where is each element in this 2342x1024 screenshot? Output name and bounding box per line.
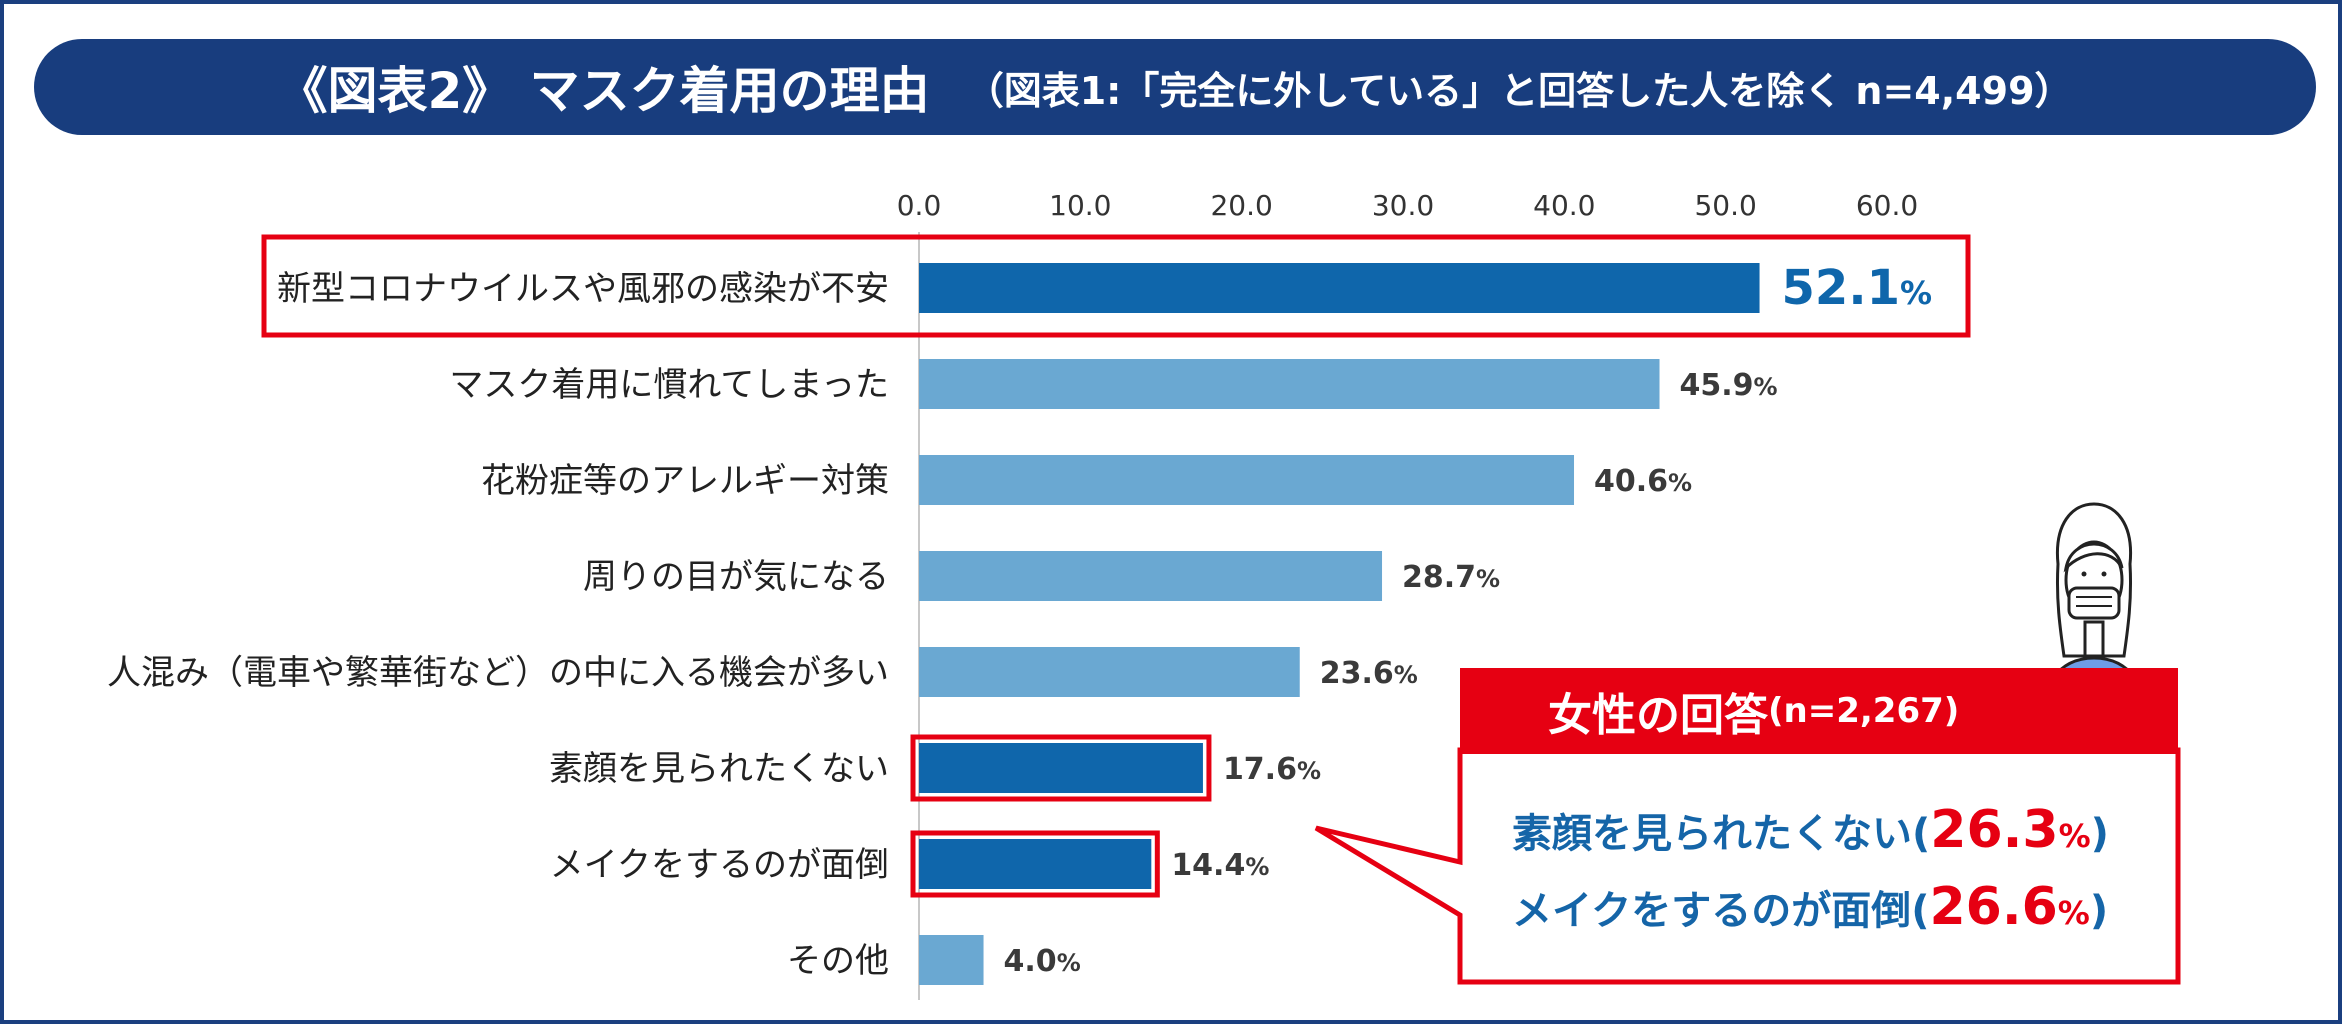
- value-unit: %: [1754, 373, 1778, 401]
- category-label: 周りの目が気になる: [583, 557, 889, 597]
- value-label: 4.0%: [1004, 944, 1081, 979]
- category-label: 花粉症等のアレルギー対策: [481, 461, 889, 501]
- chart-subtitle: （図表1:「完全に外している」と回答した人を除く n=4,499）: [965, 68, 2073, 113]
- x-tick-label: 0.0: [897, 189, 942, 222]
- bars: 新型コロナウイルスや風邪の感染が不安 52.1% マスク着用に慣れてしまった 45.9…: [107, 234, 1971, 985]
- callout-item-value: 26.3: [1930, 800, 2059, 860]
- callout-sample-size: (n=2,267): [1768, 691, 1960, 731]
- category-label: その他: [787, 941, 889, 981]
- callout-header: 女性の回答 (n=2,267): [1460, 668, 2178, 754]
- callout-item-unit: %: [2057, 894, 2090, 932]
- title-bar: 《図表2》 マスク着用の理由 （図表1:「完全に外している」と回答した人を除く …: [34, 39, 2316, 135]
- callout-item-unit: %: [2058, 817, 2091, 855]
- callout-item: メイクをするのが面倒 ( 26.6 % ): [1512, 877, 2108, 937]
- value-label: 23.6%: [1320, 656, 1418, 691]
- value-label: 45.9%: [1680, 368, 1778, 403]
- bar: [919, 551, 1383, 601]
- value-label: 17.6%: [1223, 752, 1321, 787]
- bar: [919, 263, 1760, 313]
- callout-item-label: メイクをするのが面倒: [1512, 888, 1912, 934]
- value-label: 40.6%: [1594, 464, 1692, 499]
- value-unit: %: [1394, 661, 1418, 689]
- x-tick-label: 60.0: [1856, 189, 1918, 222]
- value-unit: %: [1297, 757, 1321, 785]
- value-unit: %: [1057, 949, 1081, 977]
- x-tick-label: 20.0: [1210, 189, 1272, 222]
- value-label: 52.1%: [1782, 260, 1933, 316]
- category-label: 人混み（電車や繁華街など）の中に入る機会が多い: [107, 653, 889, 693]
- callout-box: [1314, 747, 2181, 985]
- x-axis: 0.0 10.0 20.0 30.0 40.0 50.0 60.0: [897, 189, 1918, 1000]
- highlight-frame: [261, 234, 1971, 338]
- callout-item: 素顔を見られたくない ( 26.3 % ): [1512, 800, 2109, 860]
- callout-title: 女性の回答: [1548, 690, 1768, 741]
- bar: [919, 743, 1203, 793]
- callout-item-open: (: [1912, 811, 1931, 857]
- callout-item-value: 26.6: [1929, 877, 2058, 937]
- bar: [919, 647, 1300, 697]
- value-unit: %: [1245, 853, 1269, 881]
- value-label: 28.7%: [1402, 560, 1500, 595]
- bar: [919, 359, 1660, 409]
- callout-item-label: 素顔を見られたくない: [1512, 811, 1912, 857]
- value-unit: %: [1900, 274, 1932, 312]
- category-label: 素顔を見られたくない: [549, 749, 889, 789]
- bar: [919, 935, 984, 985]
- callout-item-close: ): [2090, 811, 2109, 857]
- highlight-frame: [910, 734, 1212, 802]
- x-tick-label: 40.0: [1533, 189, 1595, 222]
- callout-item-open: (: [1911, 888, 1930, 934]
- chart-title: 《図表2》 マスク着用の理由: [277, 62, 930, 120]
- category-label: メイクをするのが面倒: [550, 845, 889, 885]
- value-unit: %: [1668, 469, 1692, 497]
- x-tick-label: 30.0: [1372, 189, 1434, 222]
- x-tick-label: 10.0: [1049, 189, 1111, 222]
- value-label: 14.4%: [1171, 848, 1269, 883]
- bar: [919, 455, 1575, 505]
- category-label: マスク着用に慣れてしまった: [449, 365, 889, 405]
- bar: [919, 839, 1152, 889]
- callout-item-close: ): [2089, 888, 2109, 934]
- category-label: 新型コロナウイルスや風邪の感染が不安: [277, 269, 889, 309]
- x-tick-label: 50.0: [1694, 189, 1756, 222]
- highlight-frame: [910, 830, 1160, 898]
- value-unit: %: [1476, 565, 1500, 593]
